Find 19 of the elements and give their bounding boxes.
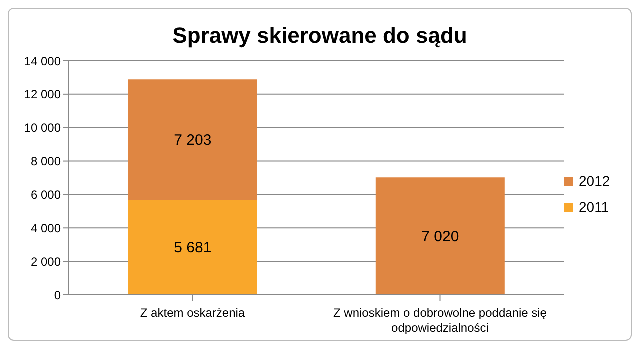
y-tick-label: 0 — [54, 288, 62, 302]
x-tick-label: Z wnioskiem o dobrowolne poddanie się odpowiedzialności — [334, 306, 548, 335]
y-tick-label: 12 000 — [24, 88, 62, 102]
data-label: 5 681 — [174, 240, 212, 257]
bar — [128, 200, 258, 295]
x-tick-label: Z aktem oskarżenia — [140, 306, 246, 320]
bar — [128, 80, 258, 200]
data-label: 7 203 — [174, 132, 212, 149]
y-tick-label: 6 000 — [30, 188, 62, 202]
legend-label: 2012 — [579, 173, 610, 189]
y-tick-label: 10 000 — [24, 121, 62, 136]
y-tick-label: 14 000 — [24, 54, 62, 68]
data-label: 7 020 — [422, 228, 460, 246]
y-tick-label: 2 000 — [30, 254, 62, 269]
y-tick-label: 8 000 — [30, 154, 62, 169]
chart-title: Sprawy skierowane do sądu — [172, 23, 468, 50]
bar — [376, 178, 505, 295]
legend-label: 2011 — [579, 199, 610, 215]
y-tick-label: 4 000 — [30, 221, 62, 236]
